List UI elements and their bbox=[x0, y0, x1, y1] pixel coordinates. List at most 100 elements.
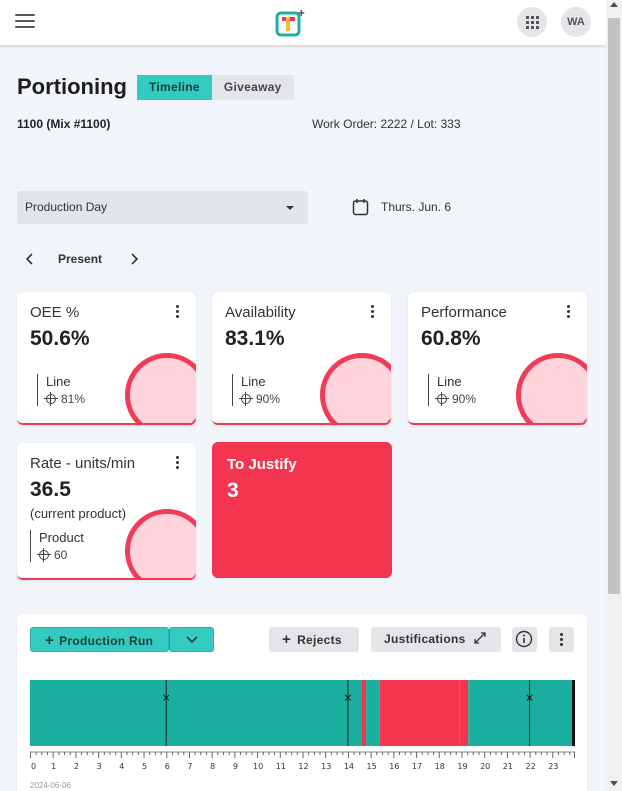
production-run-button[interactable]: + Production Run bbox=[30, 627, 169, 652]
kpi-title: Availability bbox=[225, 304, 296, 321]
rejects-button[interactable]: + Rejects bbox=[269, 627, 359, 652]
product-subtitle: 1100 (Mix #1100) bbox=[17, 117, 111, 131]
apps-grid-icon[interactable] bbox=[517, 7, 547, 37]
axis-hour-label: 6 bbox=[165, 762, 170, 771]
kpi-reference-label: Line bbox=[437, 374, 462, 389]
target-icon bbox=[37, 548, 51, 562]
kpi-card-oee[interactable]: OEE % 50.6% Line 81% bbox=[17, 292, 196, 425]
justifications-button[interactable]: Justifications bbox=[371, 627, 501, 652]
kpi-reference: Line 81% bbox=[37, 374, 85, 406]
timeline-segment-down[interactable] bbox=[361, 680, 367, 746]
production-run-label: Production Run bbox=[59, 634, 154, 648]
timeline-segment-running[interactable] bbox=[468, 680, 575, 746]
kpi-note: (current product) bbox=[30, 506, 127, 521]
timeline-chart[interactable]: × × × bbox=[30, 680, 575, 746]
period-select[interactable]: Production Day bbox=[17, 191, 308, 224]
chevron-right-icon[interactable] bbox=[127, 252, 141, 266]
top-bar: + WA bbox=[0, 0, 606, 46]
axis-hour-label: 15 bbox=[367, 762, 377, 771]
kpi-reference: Line 90% bbox=[428, 374, 476, 406]
kpi-target: 90% bbox=[452, 392, 477, 406]
to-justify-title: To Justify bbox=[227, 456, 297, 473]
work-order-info: Work Order: 2222 / Lot: 333 bbox=[312, 117, 461, 131]
kpi-card-performance[interactable]: Performance 60.8% Line 90% bbox=[408, 292, 587, 425]
axis-hour-label: 5 bbox=[142, 762, 147, 771]
scroll-down-icon[interactable] bbox=[610, 781, 618, 786]
to-justify-count: 3 bbox=[227, 479, 239, 502]
timeline-marker-x-icon[interactable]: × bbox=[343, 691, 352, 704]
tab-giveaway[interactable]: Giveaway bbox=[211, 75, 294, 100]
plus-icon: + bbox=[282, 631, 292, 648]
timeline-segment-down[interactable] bbox=[379, 680, 460, 746]
selected-date[interactable]: Thurs. Jun. 6 bbox=[381, 200, 452, 214]
justifications-label: Justifications bbox=[384, 632, 466, 646]
more-options-button[interactable] bbox=[549, 627, 574, 652]
timeline-segment-running[interactable] bbox=[366, 680, 380, 746]
axis-hour-label: 14 bbox=[344, 762, 354, 771]
scrollbar-thumb[interactable] bbox=[608, 18, 620, 594]
chevron-left-icon[interactable] bbox=[23, 252, 37, 266]
hamburger-menu-icon[interactable] bbox=[15, 14, 35, 30]
axis-hour-label: 3 bbox=[97, 762, 102, 771]
open-in-full-icon bbox=[474, 632, 486, 644]
more-vert-icon[interactable] bbox=[371, 305, 375, 320]
timeline-segment-down[interactable] bbox=[459, 680, 469, 746]
kpi-card-availability[interactable]: Availability 83.1% Line 90% bbox=[212, 292, 391, 425]
to-justify-card[interactable]: To Justify 3 bbox=[212, 442, 392, 578]
timeline-marker-x-icon[interactable]: × bbox=[525, 691, 534, 704]
axis-hour-label: 16 bbox=[389, 762, 399, 771]
more-vert-icon[interactable] bbox=[176, 305, 180, 320]
app-logo-icon[interactable]: + bbox=[275, 8, 307, 38]
page-title: Portioning bbox=[17, 74, 127, 99]
avatar[interactable]: WA bbox=[561, 7, 591, 37]
scroll-up-icon[interactable] bbox=[610, 2, 618, 7]
scrollbar[interactable] bbox=[606, 0, 622, 791]
target-icon bbox=[435, 392, 449, 406]
kpi-title: Rate - units/min bbox=[30, 455, 136, 472]
timeline-date-label: 2024-06-06 bbox=[30, 781, 71, 790]
info-icon bbox=[515, 630, 533, 648]
kpi-value: 83.1% bbox=[225, 327, 285, 350]
axis-hour-label: 2 bbox=[74, 762, 79, 771]
timeline-marker-x-icon[interactable]: × bbox=[162, 691, 171, 704]
more-vert-icon[interactable] bbox=[176, 456, 180, 471]
production-run-dropdown-button[interactable] bbox=[169, 627, 214, 652]
present-label[interactable]: Present bbox=[58, 252, 103, 266]
timeline-axis: 0 1 2 3 4 5 6 7 8 9 10 11 12 13 14 15 16 17 18 19 20 21 22 23 bbox=[30, 751, 575, 771]
axis-hour-label: 1 bbox=[51, 762, 56, 771]
axis-hour-label: 7 bbox=[187, 762, 192, 771]
axis-hour-label: 10 bbox=[253, 762, 263, 771]
more-vert-icon[interactable] bbox=[567, 305, 571, 320]
axis-hour-label: 23 bbox=[548, 762, 558, 771]
axis-hour-label: 17 bbox=[412, 762, 422, 771]
axis-hour-label: 19 bbox=[457, 762, 467, 771]
axis-hour-label: 12 bbox=[298, 762, 308, 771]
rejects-label: Rejects bbox=[297, 633, 342, 647]
kpi-value: 60.8% bbox=[421, 327, 481, 350]
axis-hour-label: 20 bbox=[480, 762, 490, 771]
kpi-gauge bbox=[125, 509, 196, 578]
timeline-segment-running[interactable] bbox=[30, 680, 362, 746]
kpi-reference-label: Line bbox=[241, 374, 266, 389]
axis-hour-label: 18 bbox=[435, 762, 445, 771]
calendar-icon[interactable] bbox=[352, 198, 369, 216]
kpi-value: 50.6% bbox=[30, 327, 90, 350]
kpi-gauge bbox=[125, 353, 196, 423]
tab-timeline[interactable]: Timeline bbox=[137, 75, 212, 100]
kpi-value: 36.5 bbox=[30, 478, 71, 501]
caret-down-icon bbox=[286, 206, 294, 210]
axis-hour-label: 8 bbox=[210, 762, 215, 771]
axis-hour-label: 21 bbox=[503, 762, 513, 771]
kpi-card-rate[interactable]: Rate - units/min 36.5 (current product) … bbox=[17, 443, 196, 580]
kpi-reference-label: Product bbox=[39, 530, 84, 545]
kpi-target: 81% bbox=[61, 392, 86, 406]
svg-text:+: + bbox=[297, 8, 305, 19]
info-button[interactable] bbox=[512, 627, 537, 652]
axis-hour-label: 0 bbox=[31, 762, 36, 771]
view-toggle: Timeline Giveaway bbox=[137, 75, 294, 100]
kpi-title: OEE % bbox=[30, 304, 80, 321]
timeline-now-line bbox=[572, 680, 575, 746]
period-select-value: Production Day bbox=[25, 200, 108, 214]
kpi-gauge bbox=[516, 353, 587, 423]
kpi-reference: Line 90% bbox=[232, 374, 280, 406]
